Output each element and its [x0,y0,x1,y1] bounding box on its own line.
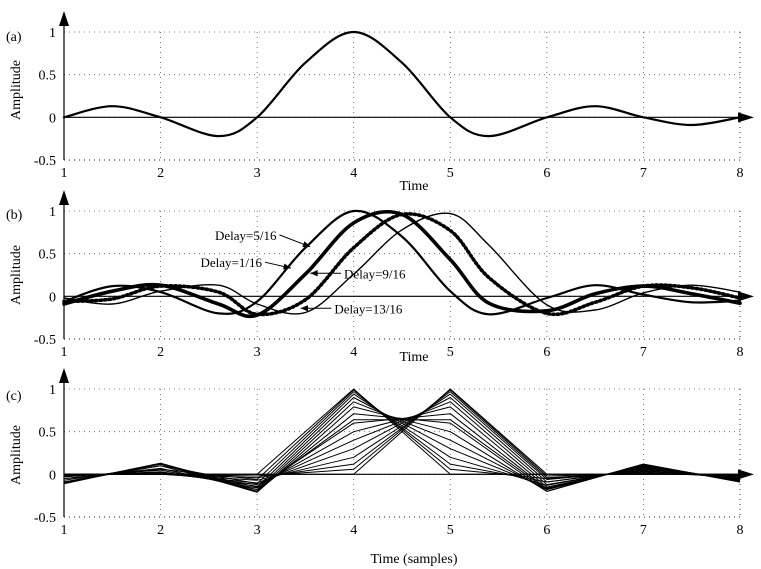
y-tick-label: 1 [49,26,56,41]
x-axis-label: Time (samples) [371,552,458,567]
x-tick-label: 3 [254,166,261,181]
y-axis-label: Amplitude [9,60,24,120]
annotation-arrowhead-icon [300,305,308,312]
series-line [62,209,742,316]
x-tick-label: 7 [640,166,647,181]
y-axis-arrow-icon [59,190,69,205]
x-tick-label: 2 [157,523,164,538]
y-axis-arrow-icon [59,368,69,383]
y-tick-label: 0.5 [39,426,57,441]
panel-label: (b) [6,208,23,223]
x-tick-label: 6 [543,166,550,181]
y-axis-label: Amplitude [9,425,24,485]
x-tick-label: 4 [350,523,357,538]
series-line [63,212,741,315]
x-tick-label: 2 [157,345,164,360]
y-tick-label: 0.5 [39,69,57,84]
y-tick-label: 0 [49,111,56,126]
x-tick-label: 8 [737,523,744,538]
annotation-arrowhead-icon [310,270,318,277]
panel-1: 1 2 3 4 5 6 7 8 -0.5 0 0.5 1 (b) Time Amplitude Delay=5… [6,190,754,365]
x-tick-label: 8 [737,345,744,360]
x-axis-label: Time [399,350,428,365]
series-line [63,413,741,490]
y-tick-label: 1 [49,383,56,398]
x-tick-label: 5 [447,345,454,360]
annotation-arrowhead-icon [302,241,311,248]
x-tick-label: 7 [640,523,647,538]
x-axis-arrow-icon [738,469,754,480]
x-tick-label: 8 [737,166,744,181]
series-line [64,388,740,475]
x-tick-label: 7 [640,345,647,360]
y-axis-label: Amplitude [9,245,24,305]
annotation-arrowhead-icon [283,263,291,270]
y-tick-label: 0 [49,290,56,305]
y-axis-arrow-icon [59,11,69,26]
panel-label: (a) [6,30,22,45]
y-tick-label: 0 [49,468,56,483]
panel-2: 1 2 3 4 5 6 7 8 -0.5 0 0.5 1 (c) Time (samples) Amplit… [6,368,754,567]
delay-annotation: Delay=13/16 [334,301,402,316]
x-tick-label: 1 [61,523,68,538]
y-tick-label: -0.5 [34,154,56,169]
x-tick-label: 3 [254,345,261,360]
x-tick-label: 5 [447,166,454,181]
y-tick-label: -0.5 [34,511,56,526]
x-axis-label: Time [399,179,428,194]
series-line [62,212,742,317]
delay-annotation: Delay=9/16 [344,266,406,281]
series-line [64,389,741,477]
x-tick-label: 4 [350,345,357,360]
y-tick-label: 1 [49,205,56,220]
delay-annotation: Delay=1/16 [200,255,262,270]
x-tick-label: 5 [447,523,454,538]
x-tick-label: 6 [543,523,550,538]
x-tick-label: 6 [543,345,550,360]
y-tick-label: 0.5 [39,248,57,263]
x-tick-label: 1 [61,345,68,360]
x-axis-arrow-icon [738,112,754,123]
series-line [62,30,742,138]
panel-label: (c) [6,389,22,404]
delay-annotation: Delay=5/16 [215,228,277,243]
y-tick-label: -0.5 [34,333,56,348]
series-line [63,401,741,492]
x-tick-label: 1 [61,166,68,181]
x-tick-label: 3 [254,523,261,538]
panel-0: 1 2 3 4 5 6 7 8 -0.5 0 0.5 1 (a) Time Amplitude [6,11,754,194]
x-axis-arrow-icon [738,291,754,302]
x-tick-label: 2 [157,166,164,181]
series-line [63,419,741,491]
x-tick-label: 4 [350,166,357,181]
series-line [63,397,741,491]
